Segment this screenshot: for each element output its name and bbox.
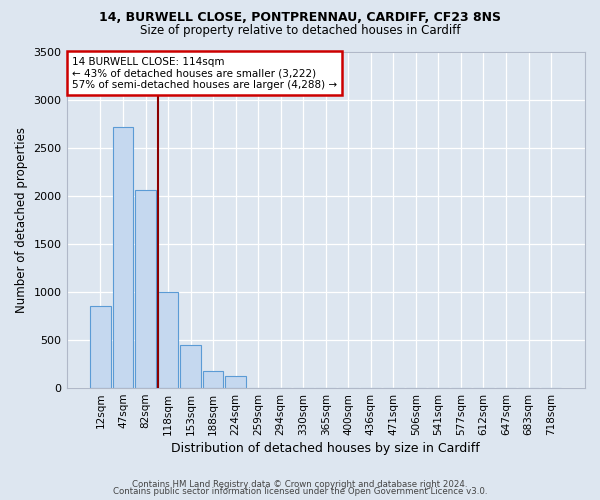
Bar (180, 345, 201, 388)
Bar (90, 306, 111, 388)
Bar (113, 126, 133, 388)
Bar (135, 190, 156, 388)
Text: Contains HM Land Registry data © Crown copyright and database right 2024.: Contains HM Land Registry data © Crown c… (132, 480, 468, 489)
Text: 14, BURWELL CLOSE, PONTPRENNAU, CARDIFF, CF23 8NS: 14, BURWELL CLOSE, PONTPRENNAU, CARDIFF,… (99, 11, 501, 24)
Bar (158, 292, 178, 388)
Text: Size of property relative to detached houses in Cardiff: Size of property relative to detached ho… (140, 24, 460, 37)
Bar (203, 371, 223, 388)
Bar (225, 376, 246, 388)
X-axis label: Distribution of detached houses by size in Cardiff: Distribution of detached houses by size … (172, 442, 480, 455)
Y-axis label: Number of detached properties: Number of detached properties (15, 127, 28, 313)
Text: 14 BURWELL CLOSE: 114sqm
← 43% of detached houses are smaller (3,222)
57% of sem: 14 BURWELL CLOSE: 114sqm ← 43% of detach… (72, 56, 337, 90)
Text: Contains public sector information licensed under the Open Government Licence v3: Contains public sector information licen… (113, 487, 487, 496)
